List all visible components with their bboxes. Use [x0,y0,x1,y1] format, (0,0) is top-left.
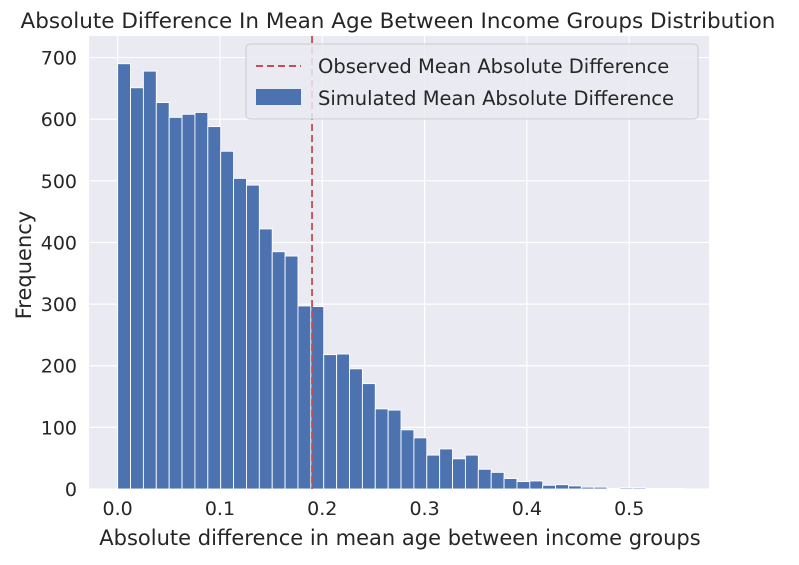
legend-bar-swatch [256,89,301,105]
y-tick-label: 500 [41,171,77,193]
histogram-bar [194,111,209,490]
histogram-bar [671,487,685,490]
histogram-bar [387,409,402,490]
legend-label-simulated: Simulated Mean Absolute Difference [318,87,674,110]
histogram-bar [516,481,531,490]
histogram-bar [336,353,350,490]
histogram-bar [606,487,621,490]
histogram-bar [452,458,466,490]
histogram-bar [117,63,131,490]
histogram-bar [168,116,183,490]
histogram-bar [323,354,338,490]
histogram-bar [284,255,299,490]
y-tick-label: 400 [41,232,77,254]
histogram-bar [555,484,569,490]
y-tick-label: 700 [41,48,77,70]
histogram-bar [619,487,634,490]
y-tick-label: 100 [41,417,77,439]
histogram-bar [246,184,260,490]
histogram-bar [658,487,672,490]
chart-title: Absolute Difference In Mean Age Between … [21,9,776,34]
histogram-bar [645,487,660,490]
x-tick-label: 0.1 [205,498,235,520]
histogram-bar [207,126,222,490]
histogram-bar [142,70,157,490]
histogram-bar [477,468,492,490]
y-tick-label: 300 [41,294,77,316]
y-tick-label: 200 [41,356,77,378]
histogram-bar [155,102,170,490]
y-axis-label: Frequency [12,211,36,320]
x-tick-label: 0.3 [409,498,439,520]
x-tick-label: 0.2 [307,498,337,520]
histogram-bar [529,480,544,490]
histogram-bar [580,486,595,490]
histogram-bar [361,383,376,490]
histogram-bar [130,87,144,490]
histogram-bar [464,454,479,490]
histogram-bar [297,305,312,490]
bars-group [117,63,685,490]
legend-box [245,43,699,120]
x-tick-label: 0.4 [512,498,542,520]
histogram-bar [271,251,286,490]
x-tick-label: 0.0 [103,498,133,520]
x-tick-labels: 0.0 0.1 0.2 0.3 0.4 0.5 [103,498,645,520]
histogram-bar [233,177,247,490]
histogram-bar [503,478,518,490]
histogram-bar [439,448,453,490]
histogram-bar [374,408,389,490]
y-tick-labels: 0 100 200 300 400 500 600 700 [41,48,77,501]
histogram-bar [632,487,647,490]
histogram-bar [349,368,363,490]
histogram-bar [542,484,557,490]
histogram-bar [258,228,273,490]
y-tick-label: 600 [41,109,77,131]
x-tick-label: 0.5 [614,498,644,520]
histogram-bar [400,429,415,490]
x-axis-label: Absolute difference in mean age between … [99,526,700,550]
histogram-bar [220,150,235,490]
histogram-bar [426,454,441,490]
y-tick-label: 0 [65,479,77,501]
histogram-bar [490,471,505,490]
histogram-bar [568,485,582,490]
legend: Observed Mean Absolute Difference Simula… [245,43,699,120]
histogram-bar [181,113,196,490]
histogram-bar [413,437,428,490]
histogram-bar [593,486,608,490]
legend-label-observed: Observed Mean Absolute Difference [318,55,669,78]
